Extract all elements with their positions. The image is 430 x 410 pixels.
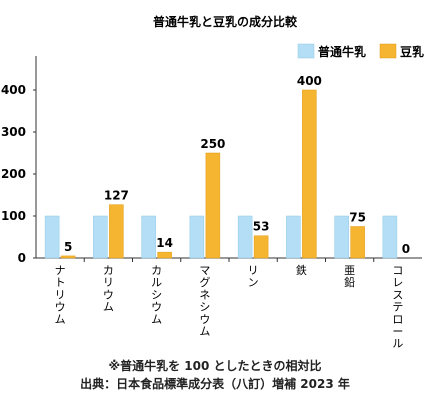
value-label-soy-6: 75 bbox=[349, 211, 366, 225]
bar-milk-6 bbox=[334, 215, 349, 259]
value-label-soy-7: 0 bbox=[402, 242, 410, 256]
bar-milk-5 bbox=[286, 215, 301, 259]
category-label-5: 鉄 bbox=[296, 263, 307, 277]
category-label-2: カルシウム bbox=[151, 264, 162, 326]
axes: 0 100 200 300 400 bbox=[1, 56, 422, 265]
legend-swatch-soy bbox=[379, 43, 397, 59]
category-label-6: 亜鉛 bbox=[344, 264, 355, 289]
bar-soy-0 bbox=[60, 255, 76, 259]
bar-soy-6 bbox=[350, 226, 365, 259]
bar-milk-2 bbox=[141, 215, 156, 259]
bar-soy-1 bbox=[109, 204, 124, 259]
bar-soy-2 bbox=[157, 251, 172, 259]
reference-note: ※普通牛乳を 100 としたときの相対比 bbox=[108, 359, 322, 373]
bar-soy-4 bbox=[253, 235, 269, 259]
bar-soy-5 bbox=[302, 89, 317, 259]
legend-label-milk: 普通牛乳 bbox=[318, 44, 366, 59]
value-label-soy-4: 53 bbox=[253, 220, 270, 234]
chart: 普通牛乳と豆乳の成分比較 普通牛乳 豆乳 0 100 200 300 400 5 ナトリウム… bbox=[1, 14, 424, 350]
bar-milk-3 bbox=[189, 215, 205, 259]
value-label-soy-2: 14 bbox=[156, 236, 173, 250]
legend: 普通牛乳 豆乳 bbox=[297, 43, 424, 59]
y-tick-label-300: 300 bbox=[1, 125, 26, 139]
value-label-soy-1: 127 bbox=[104, 189, 129, 203]
value-label-soy-5: 400 bbox=[297, 74, 322, 88]
bars bbox=[44, 89, 398, 259]
bar-milk-0 bbox=[44, 215, 60, 259]
chart-title: 普通牛乳と豆乳の成分比較 bbox=[153, 14, 298, 29]
bar-milk-1 bbox=[93, 215, 108, 259]
category-label-3: マグネシウム bbox=[199, 264, 210, 338]
legend-label-soy: 豆乳 bbox=[400, 44, 424, 59]
category-label-4: リン bbox=[248, 264, 259, 289]
y-tick-label-0: 0 bbox=[18, 251, 26, 265]
value-label-soy-0: 5 bbox=[64, 240, 72, 254]
y-tick-label-200: 200 bbox=[1, 167, 26, 181]
legend-swatch-milk bbox=[297, 43, 315, 59]
value-label-soy-3: 250 bbox=[200, 137, 225, 151]
category-label-0: ナトリウム bbox=[55, 264, 66, 326]
y-tick-label-400: 400 bbox=[1, 83, 26, 97]
bar-milk-7 bbox=[382, 215, 398, 259]
category-label-1: カリウム bbox=[103, 264, 114, 314]
labels: 5 ナトリウム 127 カリウム 14 カルシウム 250 マグネシウム 53 リン 400 鉄 75 亜… bbox=[55, 74, 410, 350]
bar-soy-3 bbox=[205, 152, 221, 259]
bar-milk-4 bbox=[237, 215, 253, 259]
source-note: 出典：日本食品標準成分表（八訂）増補 2023 年 bbox=[80, 377, 350, 391]
category-label-7: コレステロール bbox=[392, 264, 403, 350]
y-tick-label-100: 100 bbox=[1, 209, 26, 223]
